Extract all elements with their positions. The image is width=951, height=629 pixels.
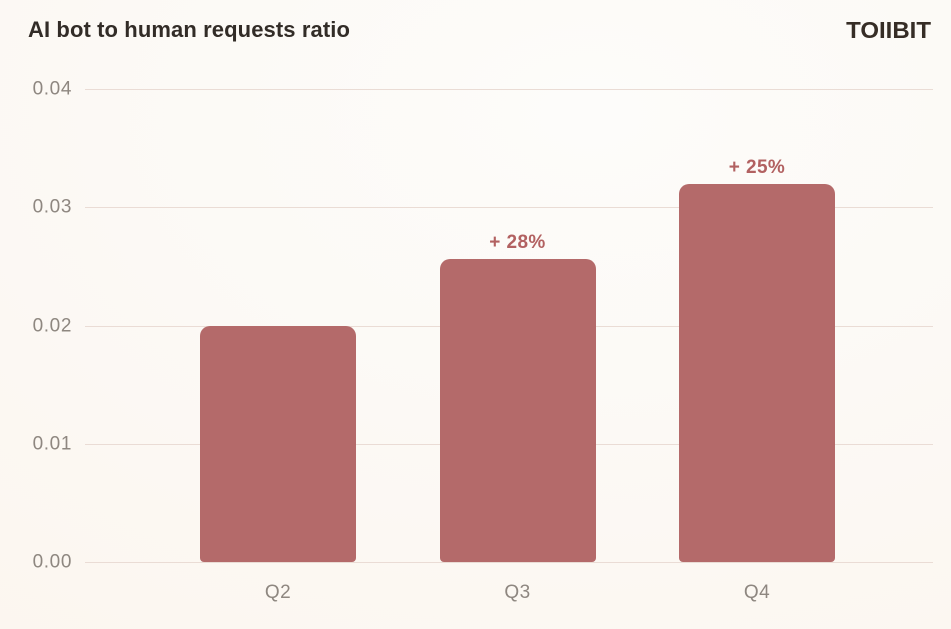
- bar-group-q4: + 25% Q4: [679, 89, 835, 603]
- gridline: [85, 89, 933, 90]
- bar-q4: [679, 183, 835, 562]
- y-axis-tick: 0.04: [32, 78, 72, 100]
- chart-header: AI bot to human requests ratio TOIIBIT: [28, 17, 931, 45]
- y-axis-tick: 0.02: [32, 315, 72, 336]
- bars-container: Q2 + 28% Q3 + 25% Q4: [200, 89, 835, 603]
- bar-q2: [200, 325, 356, 562]
- baseline: [85, 562, 933, 563]
- y-axis-tick: 0.03: [32, 196, 72, 218]
- chart-title: AI bot to human requests ratio: [28, 17, 351, 42]
- y-axis-tick: 0.01: [32, 433, 72, 455]
- bar-group-q3: + 28% Q3: [439, 89, 596, 603]
- tollbit-logo: TOIIBIT: [846, 17, 931, 44]
- x-axis-label: Q3: [504, 582, 531, 603]
- bar-group-q2: Q2: [200, 89, 356, 603]
- x-axis-label: Q4: [743, 582, 771, 603]
- y-axis-tick: 0.00: [32, 551, 72, 573]
- gridline: [85, 207, 933, 209]
- bar-q3: [439, 259, 596, 562]
- bar-chart: 0.04 0.03 0.02 0.01 0.00 Q2 + 28% Q3 + 2…: [33, 80, 933, 603]
- bar-delta-label: + 28%: [489, 232, 546, 254]
- bar-delta-label: + 25%: [728, 156, 786, 178]
- x-axis-label: Q2: [264, 582, 292, 603]
